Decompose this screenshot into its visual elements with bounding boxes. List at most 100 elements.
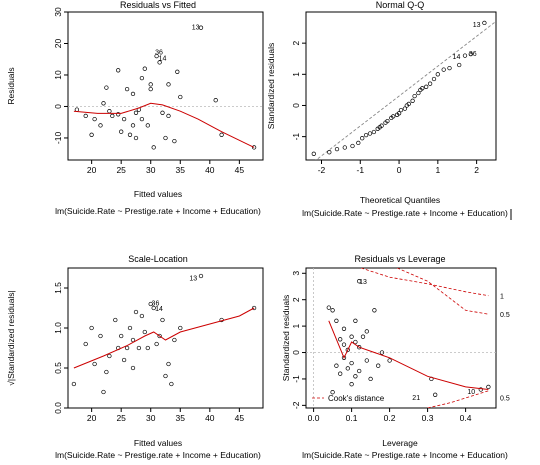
data-point xyxy=(478,387,483,392)
data-point xyxy=(412,93,417,99)
y-axis-label: √|Standardized residuals| xyxy=(6,290,16,386)
model-caption: lm(Suicide.Rate ~ Prestige.rate + Income… xyxy=(55,206,261,216)
panel-p1: Residuals vs Fitted 20 25 30 35 40 45 -10 0 10 20 3… xyxy=(6,0,264,216)
data-point xyxy=(349,360,354,366)
data-point xyxy=(130,123,136,128)
data-point xyxy=(356,140,361,146)
data-point xyxy=(175,69,180,74)
data-point xyxy=(334,146,340,152)
x-tick-label: 0.1 xyxy=(346,413,358,423)
x-tick-label: 30 xyxy=(146,413,156,423)
data-point xyxy=(130,91,136,97)
x-tick-label: 0.0 xyxy=(308,413,320,423)
data-point xyxy=(71,381,77,387)
data-point xyxy=(104,85,109,90)
data-point xyxy=(148,86,153,92)
data-point xyxy=(342,145,347,150)
x-tick-label: 25 xyxy=(116,413,126,423)
data-point xyxy=(127,325,133,331)
data-point xyxy=(341,342,347,347)
cooks-level-label: 0.5 xyxy=(500,395,510,402)
y-tick-label: 30 xyxy=(53,7,63,17)
data-point xyxy=(139,75,145,81)
data-point xyxy=(101,101,106,106)
data-point xyxy=(353,318,358,323)
cooks-level-label: 0.5 xyxy=(500,312,510,319)
data-point xyxy=(178,325,183,331)
panel-title: Residuals vs Fitted xyxy=(120,0,196,10)
y-tick-label: 2 xyxy=(291,297,301,302)
data-point xyxy=(101,389,106,395)
data-point xyxy=(385,118,390,124)
data-point xyxy=(338,371,343,376)
plot-area xyxy=(71,273,257,395)
data-point xyxy=(387,358,392,363)
data-point xyxy=(424,84,429,89)
x-tick-label: 2 xyxy=(474,165,479,175)
data-point xyxy=(219,132,224,137)
data-point xyxy=(327,150,332,155)
y-tick-label: 2 xyxy=(291,41,301,46)
plot-frame xyxy=(305,267,497,409)
y-tick-label: 0 xyxy=(291,103,301,108)
data-point xyxy=(121,116,127,122)
data-point xyxy=(391,114,396,119)
y-tick-label: 0 xyxy=(291,350,301,355)
x-tick-label: 0.2 xyxy=(384,413,396,423)
data-point xyxy=(107,353,112,359)
data-point xyxy=(338,337,343,342)
data-point xyxy=(357,368,362,374)
data-point xyxy=(462,53,468,58)
x-tick-label: 20 xyxy=(87,165,97,175)
data-point xyxy=(110,113,115,119)
data-point xyxy=(416,90,421,96)
data-point xyxy=(92,361,97,367)
data-point xyxy=(116,112,121,117)
y-tick-label: 0.5 xyxy=(53,362,63,374)
data-point xyxy=(133,110,139,115)
data-point xyxy=(151,305,156,311)
data-point xyxy=(379,123,384,128)
data-point xyxy=(148,82,153,87)
data-point xyxy=(127,132,133,137)
data-point xyxy=(447,65,452,71)
y-tick-label: -10 xyxy=(53,132,63,145)
panel-p3: Scale-Location 20 25 30 35 40 45 0.0 0.5 1.0 1.5 Fi… xyxy=(6,254,264,460)
data-point xyxy=(330,308,335,313)
plot-area xyxy=(68,25,263,150)
cooks-distance-contour xyxy=(427,390,489,408)
data-point xyxy=(178,94,183,100)
data-point xyxy=(364,358,369,363)
data-point xyxy=(334,363,339,368)
data-point xyxy=(151,145,156,150)
data-point xyxy=(357,345,362,350)
model-caption: lm(Suicide.Rate ~ Prestige.rate + Income… xyxy=(55,450,261,460)
data-point xyxy=(198,273,204,279)
data-point xyxy=(349,382,354,387)
data-point xyxy=(130,337,136,343)
plot-area xyxy=(306,268,496,408)
y-axis-label: Standardized residuals xyxy=(266,43,276,129)
x-tick-label: 0.4 xyxy=(460,413,472,423)
data-point xyxy=(163,373,168,379)
data-point xyxy=(353,374,358,379)
point-label: 13 xyxy=(192,24,200,31)
data-point xyxy=(371,129,377,135)
data-point xyxy=(145,123,150,128)
data-point xyxy=(166,113,171,119)
data-point xyxy=(198,25,204,30)
data-point xyxy=(98,333,103,339)
data-point xyxy=(89,132,94,137)
y-tick-label: 1.0 xyxy=(53,322,63,334)
model-caption: lm(Suicide.Rate ~ Prestige.rate + Income… xyxy=(302,450,508,460)
data-point xyxy=(349,334,354,339)
x-tick-label: 0.3 xyxy=(422,413,434,423)
data-point xyxy=(357,279,362,284)
x-tick-label: 45 xyxy=(235,165,245,175)
data-point xyxy=(139,116,145,122)
data-point xyxy=(83,341,88,347)
data-point xyxy=(104,369,109,375)
data-point xyxy=(420,86,425,91)
data-point xyxy=(398,107,404,113)
